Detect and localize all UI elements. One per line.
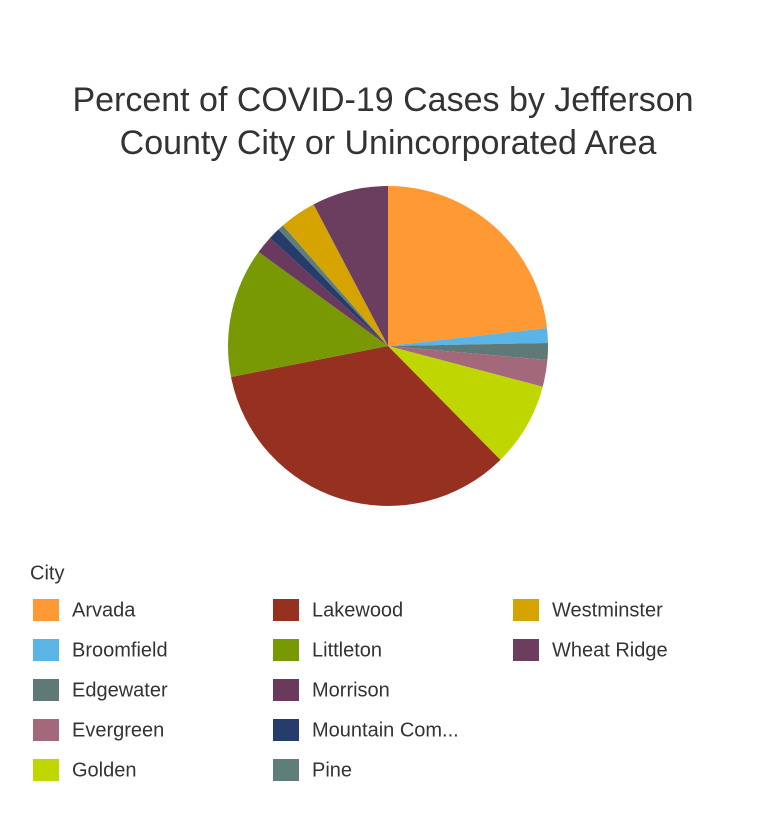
- pie-slice: [388, 346, 543, 460]
- legend-swatch: [33, 599, 59, 621]
- pie-slice: [278, 225, 388, 346]
- legend-label: Broomfield: [72, 639, 168, 661]
- pie-slice: [313, 186, 388, 346]
- legend-label: Arvada: [72, 599, 136, 621]
- legend-label: Edgewater: [72, 679, 168, 701]
- legend-label: Lakewood: [312, 599, 403, 621]
- legend-label: Wheat Ridge: [552, 639, 668, 661]
- legend-label: Pine: [312, 759, 352, 781]
- legend-swatch: [273, 599, 299, 621]
- legend-swatch: [273, 639, 299, 661]
- legend-swatch: [273, 679, 299, 701]
- legend-label: Mountain Com...: [312, 719, 459, 741]
- legend-swatch: [273, 719, 299, 741]
- legend-swatch: [33, 679, 59, 701]
- legend-label: Littleton: [312, 639, 382, 661]
- pie-slice: [282, 204, 388, 346]
- pie-slice: [388, 346, 548, 387]
- chart-title: Percent of COVID-19 Cases by Jefferson: [72, 81, 693, 119]
- legend-swatch: [273, 759, 299, 781]
- chart-title: County City or Unincorporated Area: [120, 124, 657, 162]
- legend-label: Golden: [72, 759, 137, 781]
- pie-slice: [388, 186, 547, 346]
- legend-label: Westminster: [552, 599, 663, 621]
- legend-label: Morrison: [312, 679, 390, 701]
- legend-swatch: [513, 639, 539, 661]
- pie-slice: [388, 327, 548, 346]
- legend-title: City: [30, 562, 64, 584]
- legend-swatch: [33, 639, 59, 661]
- legend-swatch: [33, 719, 59, 741]
- legend-label: Evergreen: [72, 719, 164, 741]
- pie-slice: [231, 346, 501, 507]
- legend-swatch: [513, 599, 539, 621]
- pie-slice: [388, 342, 548, 361]
- legend-swatch: [33, 759, 59, 781]
- pie-slice: [258, 237, 388, 346]
- pie-slice: [269, 229, 388, 346]
- pie-slice: [228, 251, 388, 377]
